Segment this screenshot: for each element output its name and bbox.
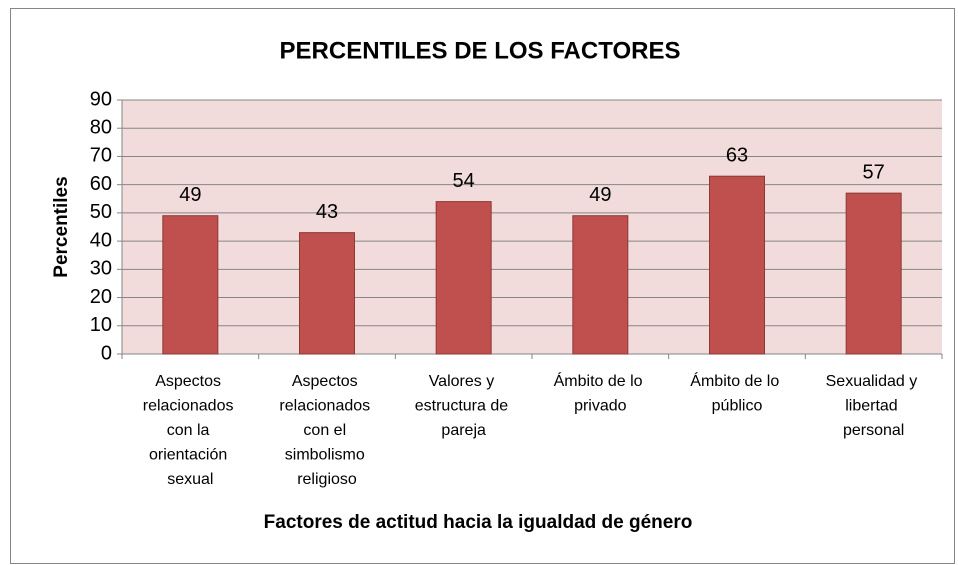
- plot-area: [122, 100, 942, 354]
- chart-title: PERCENTILES DE LOS FACTORES: [280, 37, 681, 64]
- y-tick-label: 90: [90, 88, 112, 110]
- y-tick-label: 70: [90, 145, 112, 167]
- x-tick-label: Ámbito de lo público: [690, 371, 783, 415]
- y-tick-label: 30: [90, 258, 112, 280]
- y-tick-label: 40: [90, 229, 112, 251]
- bar: [435, 201, 492, 355]
- bar: [299, 232, 355, 355]
- x-tick-label: Aspectos relacionados con el simbolismo …: [279, 373, 374, 488]
- y-tick-label: 10: [90, 314, 112, 336]
- y-tick-label: 20: [90, 286, 112, 308]
- y-tick-label: 0: [101, 342, 112, 364]
- y-tick-label: 60: [90, 173, 112, 195]
- x-tick-label: Aspectos relacionados con la orientación…: [143, 373, 238, 488]
- x-tick-label: Ámbito de lo privado: [554, 371, 647, 415]
- data-label: 43: [316, 201, 338, 223]
- y-axis-title: Percentiles: [51, 176, 72, 277]
- x-tick-label: Sexualidad y libertad personal: [826, 373, 922, 439]
- bar: [162, 215, 219, 355]
- x-axis-title: Factores de actitud hacia la igualdad de…: [264, 512, 693, 533]
- bar: [845, 192, 902, 355]
- bar: [572, 215, 629, 355]
- data-label: 49: [589, 184, 611, 206]
- data-label: 54: [453, 170, 475, 192]
- y-tick-label: 80: [90, 117, 112, 139]
- bar: [709, 175, 765, 355]
- y-tick-label: 50: [90, 201, 112, 223]
- data-label: 49: [179, 184, 201, 206]
- data-label: 63: [726, 144, 748, 166]
- x-tick-label: Valores y estructura de pareja: [415, 373, 513, 439]
- data-label: 57: [863, 161, 885, 183]
